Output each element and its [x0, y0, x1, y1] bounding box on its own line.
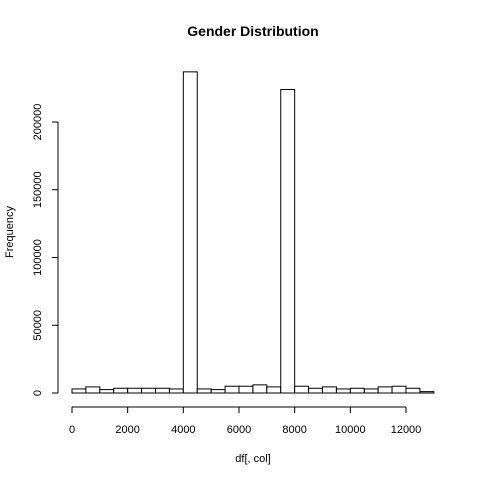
histogram-bar [85, 386, 101, 394]
histogram-bar [322, 386, 337, 394]
histogram-bar [224, 385, 240, 394]
histogram-bar [405, 387, 421, 394]
histogram-bar [308, 387, 323, 394]
x-tick-label: 4000 [171, 424, 195, 436]
y-tick-label: 0 [32, 390, 44, 396]
x-axis-title: df[, col] [235, 453, 270, 465]
histogram-bar [155, 387, 170, 394]
histogram-bar [294, 385, 310, 394]
histogram-bar [127, 387, 143, 394]
y-tick-label: 50000 [32, 310, 44, 341]
y-axis-title: Frequency [4, 206, 16, 258]
x-tick-label: 8000 [282, 424, 306, 436]
histogram-bar [363, 388, 379, 394]
histogram-bar [419, 391, 435, 394]
histogram-bar [71, 388, 87, 394]
x-tick-label: 6000 [227, 424, 251, 436]
histogram-bar [99, 389, 115, 394]
x-axis: 0 2000 4000 6000 8000 10000 12000 [69, 406, 422, 436]
histogram-bar [377, 386, 393, 394]
y-tick-label: 150000 [32, 171, 44, 208]
y-tick-label: 100000 [32, 239, 44, 276]
histogram-bar [168, 388, 184, 394]
histogram-bar [266, 386, 282, 394]
histogram-bars [71, 71, 435, 394]
histogram-bar [141, 387, 157, 394]
histogram-bar [182, 71, 198, 394]
x-tick-label: 2000 [115, 424, 139, 436]
chart-title: Gender Distribution [187, 23, 318, 39]
x-tick-label: 12000 [391, 424, 422, 436]
y-tick-label: 200000 [32, 104, 44, 141]
histogram-bar [238, 385, 254, 394]
histogram-bar [335, 388, 351, 394]
histogram-bar [280, 88, 296, 394]
x-tick-label: 10000 [335, 424, 366, 436]
histogram-bar [349, 387, 365, 394]
x-tick-label: 0 [69, 424, 75, 436]
histogram-bar [113, 387, 129, 394]
histogram-bar [391, 385, 407, 394]
histogram-bar [210, 389, 226, 394]
histogram-bar [252, 384, 268, 394]
y-axis: 0 50000 100000 150000 200000 [32, 104, 59, 396]
histogram-bar [196, 388, 212, 394]
